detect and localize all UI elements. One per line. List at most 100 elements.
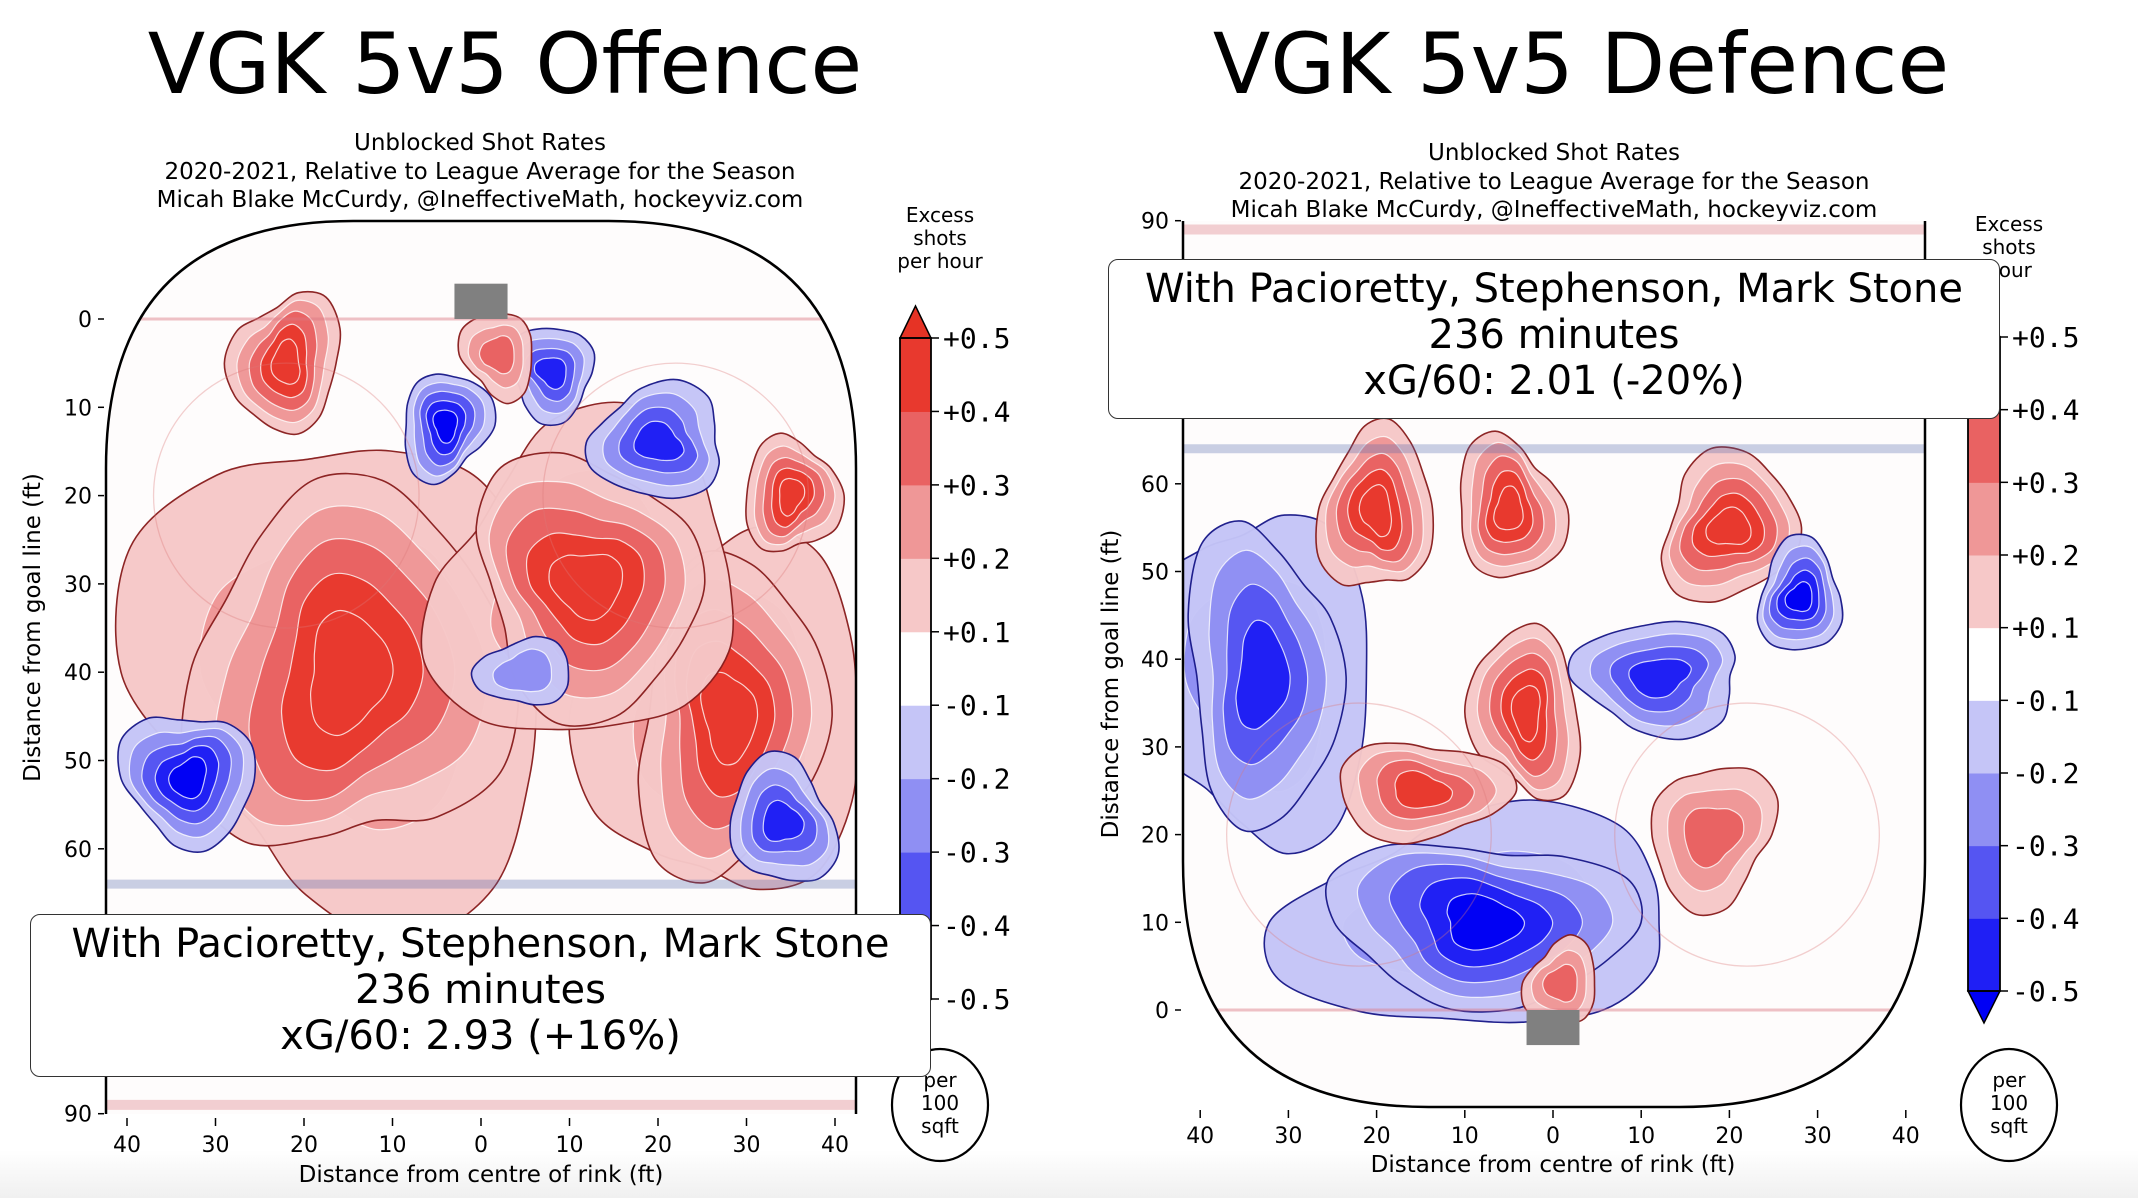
contour-region xyxy=(223,290,342,436)
chart-title: VGK 5v5 Defence xyxy=(1212,15,1950,113)
y-tick-label: 20 xyxy=(1141,824,1169,849)
contour-band xyxy=(1628,658,1692,699)
contour-band xyxy=(633,420,685,462)
colorbar-title-line: Excess xyxy=(1975,212,2043,236)
contour-band xyxy=(1705,506,1752,546)
colorbar-tick-label: +0.2 xyxy=(943,542,1010,575)
colorbar-title-line: shots xyxy=(1982,235,2036,259)
x-tick-label: 10 xyxy=(556,1133,584,1158)
contour-band xyxy=(762,799,805,842)
y-axis-label: Distance from goal line (ft) xyxy=(1098,530,1124,839)
colorbar-tick-label: -0.2 xyxy=(943,763,1010,796)
x-tick-label: 10 xyxy=(379,1133,407,1158)
colorbar-band xyxy=(900,338,931,412)
y-tick-label: 50 xyxy=(1141,561,1169,586)
colorbar-tick-label: +0.5 xyxy=(943,322,1010,355)
annotation-linemates: With Pacioretty, Stephenson, Mark Stone xyxy=(1145,266,1963,312)
colorbar-tick-label: +0.1 xyxy=(2012,612,2079,645)
colorbar-band xyxy=(1968,773,2000,847)
chart-subtitle: Unblocked Shot Rates 2020-2021, Relative… xyxy=(157,129,804,215)
colorbar-extend-min xyxy=(1966,990,2002,1025)
colorbar-tick-label: +0.3 xyxy=(943,469,1010,502)
colorbar-extend-max xyxy=(898,304,933,339)
colorbar-band xyxy=(900,484,931,559)
colorbar-tick-label: +0.4 xyxy=(2012,394,2079,427)
contour-region xyxy=(1567,620,1736,741)
contour-band xyxy=(700,671,759,766)
unit-badge-text: sqft xyxy=(921,1114,959,1138)
contour-band xyxy=(548,553,624,621)
colorbar-tick-label: +0.4 xyxy=(943,395,1010,428)
contour-band xyxy=(1446,893,1526,951)
colorbar-tick-label: -0.4 xyxy=(2012,902,2079,935)
unit-badge-text: 100 xyxy=(1990,1091,2028,1115)
x-tick-label: 20 xyxy=(1363,1124,1391,1149)
colorbar-band xyxy=(900,631,931,706)
colorbar-band xyxy=(1968,482,2000,556)
y-tick-label: 40 xyxy=(1141,648,1169,673)
colorbar-band xyxy=(900,558,931,633)
contour-region xyxy=(404,373,497,486)
colorbar-band xyxy=(1968,918,2000,992)
annotation-linemates: With Pacioretty, Stephenson, Mark Stone xyxy=(71,921,890,967)
y-tick-label: 0 xyxy=(1155,999,1169,1024)
unit-badge xyxy=(1959,1047,2059,1163)
contour-region xyxy=(1520,933,1596,1025)
faceoff-circle xyxy=(542,362,810,629)
y-tick-label: 30 xyxy=(1141,736,1169,761)
unit-badge-text: sqft xyxy=(1990,1114,2028,1138)
y-tick-label: 30 xyxy=(64,573,92,598)
contour-band xyxy=(270,338,301,385)
chart-subtitle: Unblocked Shot Rates 2020-2021, Relative… xyxy=(1231,139,1878,225)
contour-band xyxy=(1493,485,1524,531)
colorbar-tick-label: +0.1 xyxy=(943,616,1010,649)
annotation-minutes: 236 minutes xyxy=(1428,312,1680,358)
annotation-xg: xG/60: 2.01 (-20%) xyxy=(1363,358,1745,404)
goal-net xyxy=(454,283,508,319)
colorbar: +0.5 +0.4 +0.3 +0.2 +0.1 -0.1 -0.2 -0.3 -0.4 -0.5… xyxy=(890,203,1010,1163)
contour-region xyxy=(1315,417,1435,587)
faceoff-circle xyxy=(1226,702,1492,967)
contour-band xyxy=(432,409,459,444)
faceoff-circle xyxy=(1614,702,1880,967)
contour-band xyxy=(492,648,553,693)
contour-region xyxy=(117,716,257,853)
line-annotation-box: With Pacioretty, Stephenson, Mark Stone … xyxy=(1108,259,2000,419)
contour-layer xyxy=(1183,221,1925,1107)
chart-title: VGK 5v5 Offence xyxy=(147,15,863,113)
y-tick-label: 10 xyxy=(1141,911,1169,936)
x-tick-label: 40 xyxy=(113,1133,141,1158)
y-tick-label: 50 xyxy=(64,750,92,775)
colorbar-tick-label: -0.5 xyxy=(943,983,1010,1016)
unit-badge-text: per xyxy=(1992,1068,2026,1092)
goal-net xyxy=(1526,1010,1580,1046)
line-annotation-box: With Pacioretty, Stephenson, Mark Stone … xyxy=(30,914,931,1077)
x-tick-label: 30 xyxy=(1804,1124,1832,1149)
y-tick-label: 60 xyxy=(1141,473,1169,498)
offence-panel: VGK 5v5 Offence Unblocked Shot Rates 202… xyxy=(147,15,863,215)
y-tick-label: 20 xyxy=(64,485,92,510)
colorbar-tick-label: -0.3 xyxy=(2012,830,2079,863)
rink-boards xyxy=(1181,221,1927,1109)
x-tick-label: 20 xyxy=(1715,1124,1743,1149)
x-tick-label: 40 xyxy=(1892,1124,1920,1149)
subtitle-line-1: Unblocked Shot Rates xyxy=(1428,140,1680,166)
y-axis-label: Distance from goal line (ft) xyxy=(20,473,46,782)
contour-band xyxy=(1235,619,1291,730)
contour-region xyxy=(180,472,520,847)
x-tick-label: 40 xyxy=(1186,1124,1214,1149)
x-tick-label: 20 xyxy=(290,1133,318,1158)
x-tick-label: 0 xyxy=(474,1133,488,1158)
contour-band xyxy=(1394,769,1454,809)
contour-band xyxy=(1510,684,1541,743)
colorbar-tick-label: +0.2 xyxy=(2012,539,2079,572)
unit-badge xyxy=(890,1047,990,1163)
colorbar-tick-label: -0.5 xyxy=(2012,975,2079,1008)
contour-region xyxy=(1650,767,1779,917)
x-tick-label: 30 xyxy=(1274,1124,1302,1149)
base-field xyxy=(114,290,856,944)
subtitle-line-1: Unblocked Shot Rates xyxy=(354,130,606,156)
